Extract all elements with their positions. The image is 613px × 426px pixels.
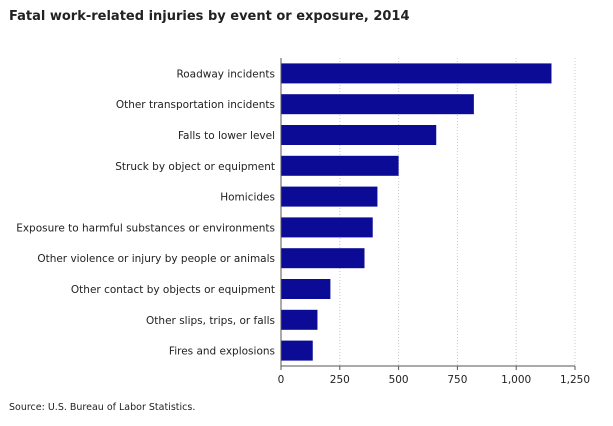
- category-label: Roadway incidents: [176, 68, 275, 80]
- category-label: Fires and explosions: [169, 346, 275, 358]
- x-tick-label: 250: [330, 374, 350, 386]
- x-axis: 0 250 500 750 1,000 1,250: [278, 58, 590, 386]
- x-tick-label: 750: [447, 374, 467, 386]
- bars: [281, 63, 552, 361]
- category-label: Other transportation incidents: [116, 99, 275, 111]
- category-label: Homicides: [220, 192, 275, 204]
- x-tick-label: 0: [278, 374, 285, 386]
- x-tick-label: 500: [389, 374, 409, 386]
- bar: [281, 186, 378, 207]
- source-note: Source: U.S. Bureau of Labor Statistics.: [9, 402, 196, 413]
- category-label: Other contact by objects or equipment: [71, 284, 275, 296]
- category-label: Falls to lower level: [178, 130, 275, 142]
- bar: [281, 63, 552, 84]
- bar: [281, 309, 318, 330]
- bar: [281, 248, 365, 269]
- bar: [281, 279, 331, 299]
- category-labels: Roadway incidents Other transportation in…: [16, 68, 275, 357]
- bar: [281, 155, 399, 176]
- bar: [281, 340, 313, 361]
- category-label: Exposure to harmful substances or enviro…: [16, 222, 275, 234]
- category-label: Other violence or injury by people or an…: [37, 253, 275, 265]
- bar: [281, 125, 437, 145]
- chart-title: Fatal work-related injuries by event or …: [9, 9, 410, 24]
- x-tick-label: 1,250: [560, 374, 590, 386]
- bar: [281, 94, 474, 115]
- x-tick-label: 1,000: [501, 374, 531, 386]
- category-label: Struck by object or equipment: [115, 161, 275, 173]
- bar: [281, 217, 373, 238]
- category-label: Other slips, trips, or falls: [146, 315, 275, 327]
